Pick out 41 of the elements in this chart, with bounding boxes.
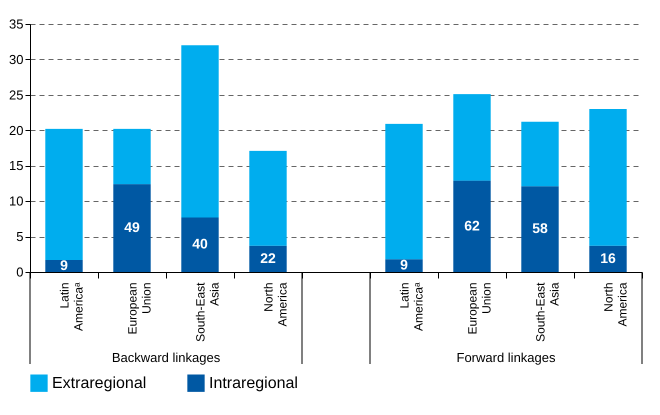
bar bbox=[453, 180, 491, 272]
annotation: 9 bbox=[60, 256, 68, 273]
bar bbox=[385, 259, 423, 272]
annotation: 40 bbox=[192, 236, 208, 252]
text: Backward linkages bbox=[112, 350, 221, 365]
annotation: 58 bbox=[532, 220, 548, 236]
y-tick-label: 15 bbox=[9, 158, 24, 174]
y-tick-label: 30 bbox=[9, 52, 24, 67]
y-tick-label: 0 bbox=[16, 264, 24, 280]
legend-label: Intraregional bbox=[209, 375, 298, 392]
y-tick-label: 25 bbox=[9, 87, 24, 102]
text: Forward linkages bbox=[456, 350, 556, 365]
bar bbox=[249, 150, 287, 246]
x-tick-label: South-East Asia bbox=[534, 282, 562, 342]
x-tick-label: Latin Americaᵃ bbox=[58, 282, 86, 331]
bar bbox=[453, 94, 491, 181]
bar bbox=[181, 45, 219, 218]
annotation: 16 bbox=[600, 250, 616, 266]
bar bbox=[521, 186, 559, 272]
legend-label: Extraregional bbox=[52, 375, 146, 392]
x-tick-label: North America bbox=[602, 282, 630, 327]
x-tick-label: South-East Asia bbox=[194, 282, 222, 342]
x-tick-label: Latin Americaᵃ bbox=[398, 282, 426, 331]
bar bbox=[45, 128, 83, 260]
x-tick-label: European Union bbox=[126, 282, 154, 335]
annotation: 49 bbox=[124, 219, 140, 236]
bar bbox=[385, 124, 423, 260]
bar bbox=[589, 109, 627, 246]
annotation: 22 bbox=[260, 250, 276, 266]
bar bbox=[521, 122, 559, 186]
y-tick-label: 35 bbox=[9, 16, 24, 32]
bar bbox=[181, 217, 219, 272]
x-tick-label: North America bbox=[262, 282, 290, 327]
bar bbox=[113, 128, 151, 184]
bar bbox=[113, 184, 151, 272]
annotation: 62 bbox=[464, 217, 480, 234]
y-tick-label: 20 bbox=[9, 122, 24, 138]
y-tick-label: 10 bbox=[9, 194, 24, 209]
annotation: 9 bbox=[400, 256, 408, 273]
y-tick-label: 5 bbox=[16, 229, 24, 244]
x-tick-label: European Union bbox=[466, 282, 494, 335]
